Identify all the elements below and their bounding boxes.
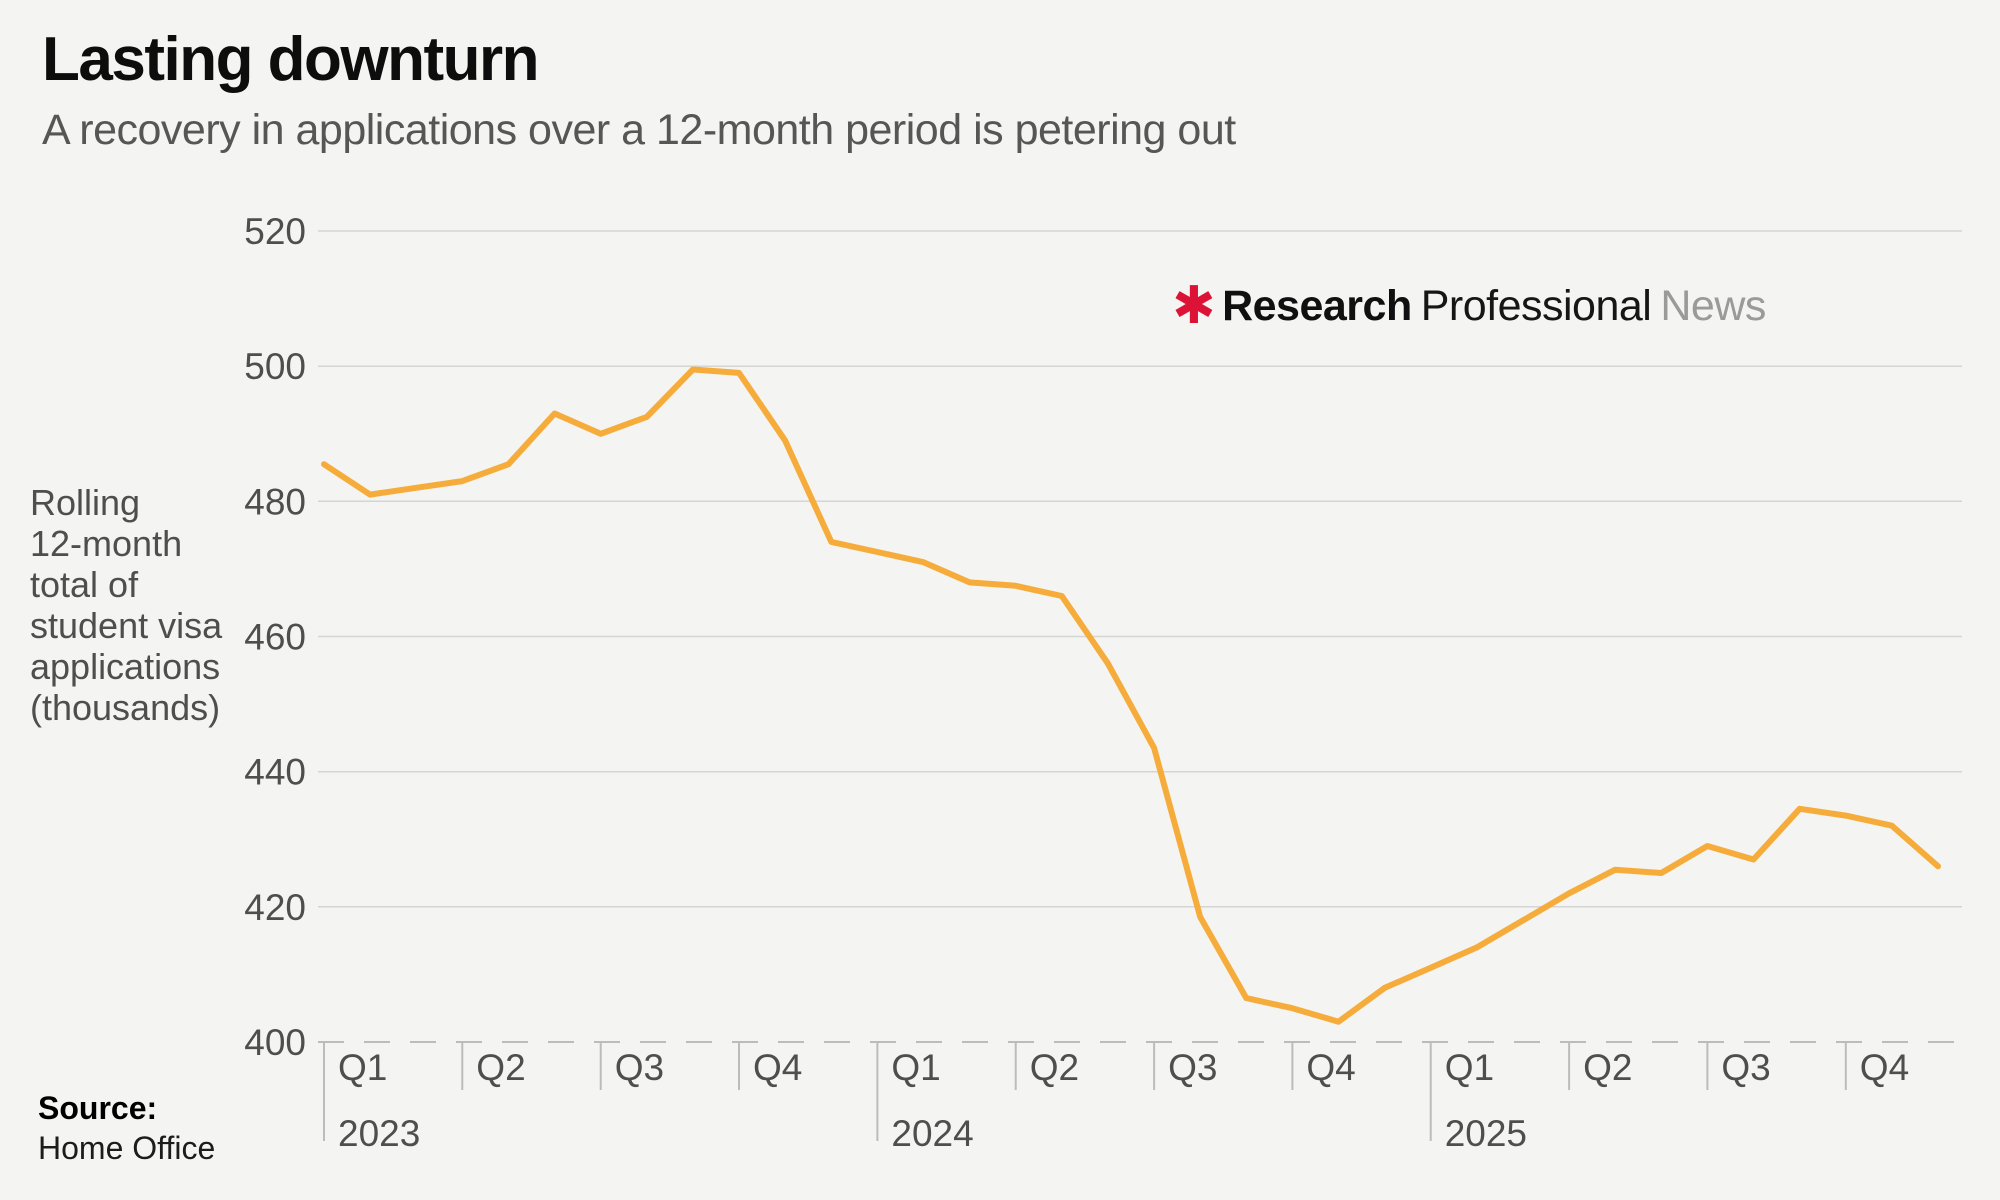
x-quarter-label: Q1 (891, 1047, 940, 1088)
source-note: Source: Home Office (38, 1088, 215, 1168)
y-axis-label: Rolling 12-month total of student visa a… (30, 482, 222, 728)
logo-word-news: News (1660, 282, 1766, 330)
y-axis-label-line: 12-month (30, 523, 183, 564)
y-axis-label-line: total of (30, 564, 139, 605)
x-quarter-label: Q4 (1306, 1047, 1355, 1088)
logo-word-professional: Professional (1420, 282, 1652, 330)
y-tick-label-420: 420 (244, 887, 306, 928)
y-tick-label-440: 440 (244, 752, 306, 793)
y-tick-label-480: 480 (244, 481, 306, 522)
x-quarter-label: Q2 (1030, 1047, 1079, 1088)
x-quarter-label: Q4 (753, 1047, 802, 1088)
x-quarter-label: Q1 (338, 1047, 387, 1088)
y-tick-label-400: 400 (244, 1022, 306, 1063)
x-quarter-label: Q2 (476, 1047, 525, 1088)
chart-subtitle: A recovery in applications over a 12-mon… (42, 106, 1236, 154)
y-tick-label-500: 500 (244, 346, 306, 387)
x-quarter-label: Q4 (1860, 1047, 1909, 1088)
y-axis-label-line: Rolling (30, 482, 141, 523)
x-year-label-2024: 2024 (891, 1113, 973, 1154)
y-tick-label-520: 520 (244, 211, 306, 252)
x-quarter-label: Q1 (1445, 1047, 1494, 1088)
chart-title: Lasting downturn (42, 25, 540, 94)
source-value: Home Office (38, 1130, 216, 1166)
data-line-series (321, 366, 1941, 1025)
asterisk-logo-icon: ✱ (1172, 277, 1216, 335)
research-professional-news-logo: ✱ Research Professional News (1172, 277, 1766, 335)
x-quarter-label: Q3 (1721, 1047, 1770, 1088)
y-axis-label-line: applications (30, 646, 221, 687)
y-axis-label-line: (thousands) (30, 687, 221, 728)
logo-word-research: Research (1222, 282, 1412, 330)
x-year-label-2025: 2025 (1445, 1113, 1527, 1154)
y-axis-label-line: student visa (30, 605, 223, 646)
x-quarter-label: Q3 (1168, 1047, 1217, 1088)
source-label: Source: (38, 1090, 158, 1126)
x-quarter-label: Q3 (615, 1047, 664, 1088)
x-quarter-label: Q2 (1583, 1047, 1632, 1088)
x-year-label-2023: 2023 (338, 1113, 420, 1154)
y-tick-label-460: 460 (244, 617, 306, 658)
